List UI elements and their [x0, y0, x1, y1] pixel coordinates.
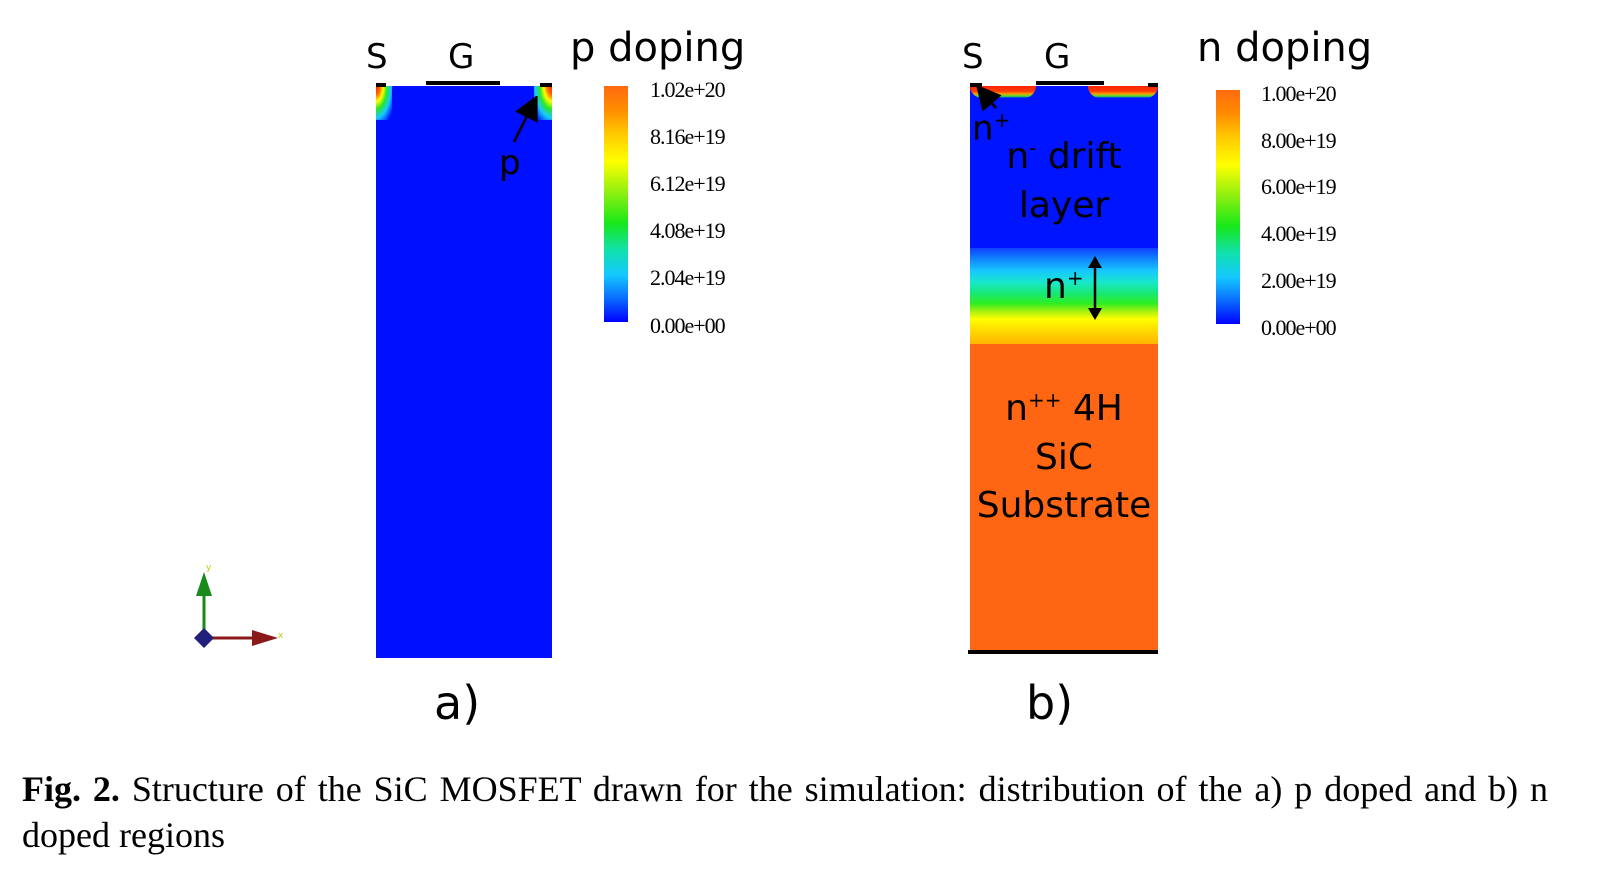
gate-contact-a	[426, 81, 500, 85]
panel-label-a: a)	[434, 676, 481, 730]
tick-b-2: 6.00e+19	[1261, 174, 1337, 199]
source-contact-left-b	[970, 83, 982, 87]
tick-a-5: 0.00e+00	[650, 313, 726, 338]
panel-label-b: b)	[1026, 676, 1074, 730]
colorbar-b	[1216, 90, 1240, 324]
device-a-body	[376, 86, 552, 658]
tick-a-3: 4.08e+19	[650, 218, 726, 243]
nplus-well-right	[1088, 86, 1158, 98]
tick-b-1: 8.00e+19	[1261, 128, 1337, 153]
nplus-top-label: n+	[972, 108, 1011, 149]
figure-label: Fig. 2.	[22, 769, 120, 809]
p-well-left	[376, 86, 392, 120]
nplus-buffer-region	[970, 248, 1158, 344]
nplus-double-arrow	[1088, 256, 1102, 320]
caption-text: Structure of the SiC MOSFET drawn for th…	[22, 769, 1548, 855]
tick-b-4: 2.00e+19	[1261, 268, 1337, 293]
drift-label-line2: layer	[1018, 185, 1110, 226]
drift-layer-region	[970, 86, 1158, 248]
substrate-label-line2: SiC	[1035, 437, 1093, 478]
source-contact-right-b	[1148, 83, 1158, 87]
substrate-label-line1: n++ 4H	[1005, 388, 1123, 429]
gate-label-a: G	[448, 37, 475, 77]
tick-b-5: 0.00e+00	[1261, 315, 1337, 340]
tick-a-4: 2.04e+19	[650, 265, 726, 290]
p-well-right	[534, 86, 552, 120]
tick-b-0: 1.00e+20	[1261, 81, 1337, 106]
axis-y-label: y	[206, 563, 212, 573]
nplus-top-arrow	[976, 86, 1002, 112]
axis-triad: y x	[194, 563, 284, 648]
p-region-label: p	[499, 143, 521, 183]
gate-label-b: G	[1044, 37, 1071, 77]
colorbar-title-b: n doping	[1197, 25, 1373, 71]
tick-a-2: 6.12e+19	[650, 171, 726, 196]
colorbar-title-a: p doping	[570, 25, 746, 71]
drift-label-line1: n- drift	[1006, 136, 1122, 177]
nplus-mid-label: n+	[1044, 266, 1084, 307]
drain-contact-b	[968, 650, 1158, 654]
figure-caption: Fig. 2. Structure of the SiC MOSFET draw…	[22, 766, 1548, 858]
substrate-label-line3: Substrate	[976, 485, 1152, 526]
source-label-b: S	[962, 37, 984, 77]
axis-x-label: x	[278, 631, 284, 641]
source-contact-left-a	[376, 83, 386, 87]
substrate-region	[970, 344, 1158, 652]
colorbar-a	[604, 86, 628, 322]
tick-a-0: 1.02e+20	[650, 77, 726, 102]
gate-contact-b	[1036, 81, 1104, 85]
tick-b-3: 4.00e+19	[1261, 221, 1337, 246]
tick-a-1: 8.16e+19	[650, 124, 726, 149]
p-arrow	[512, 96, 538, 143]
source-label-a: S	[366, 37, 388, 77]
source-contact-right-a	[540, 83, 552, 87]
